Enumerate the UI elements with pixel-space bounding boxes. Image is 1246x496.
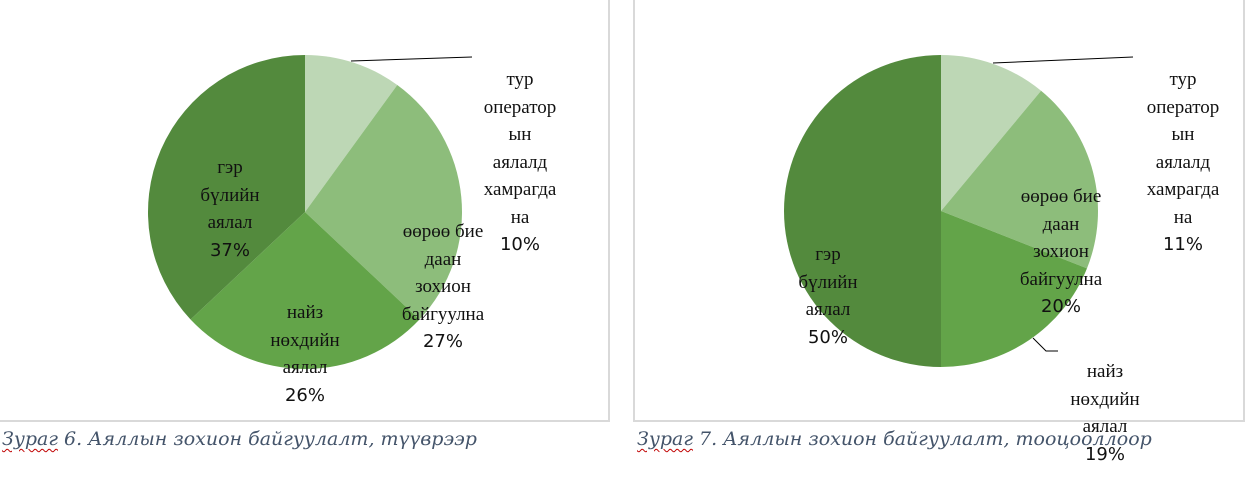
spellcheck-word[interactable]: Зураг (2, 428, 58, 450)
data-label-self-organized: өөрөө бие даан зохион байгуулна 20% (1019, 186, 1103, 317)
data-label-friends-trip: найз нөхдийн аялал 19% (1070, 361, 1140, 465)
spellcheck-word[interactable]: Зураг (637, 428, 693, 450)
pie-slice (305, 84, 463, 320)
data-label-tour-operator: тур оператор ын аялалд хамрагда на 11% (1146, 69, 1220, 255)
data-label-family-trip: гэр бүлийн аялал 37% (200, 157, 260, 261)
pie-slice (941, 90, 1098, 269)
figure-caption-6: Зураг 6. Аяллын зохион байгуулалт, түүвр… (2, 428, 477, 450)
pie-slice (941, 211, 1087, 367)
data-label-self-organized: өөрөө бие даан зохион байгуулна 27% (401, 221, 485, 352)
data-label-family-trip: гэр бүлийн аялал 50% (798, 244, 858, 348)
leader-line-tour-operator-sample (350, 56, 473, 62)
leader-line-friends-estimate (1032, 337, 1058, 352)
pie-slice (305, 55, 398, 212)
figure-caption-7: Зураг 7. Аяллын зохион байгуулалт, тооцо… (637, 428, 1152, 450)
pie-chart-estimate (784, 55, 1098, 367)
pie-slice (190, 212, 420, 370)
pie-slice (784, 55, 941, 367)
pie-chart-sample (147, 54, 463, 370)
leader-line-tour-operator-estimate (992, 56, 1134, 64)
data-label-tour-operator: тур оператор ын аялалд хамрагда на 10% (483, 69, 557, 255)
pie-charts-canvas (147, 54, 1134, 370)
pie-slice (147, 54, 305, 320)
pie-slice (941, 55, 1042, 211)
data-label-friends-trip: найз нөхдийн аялал 26% (270, 302, 340, 406)
